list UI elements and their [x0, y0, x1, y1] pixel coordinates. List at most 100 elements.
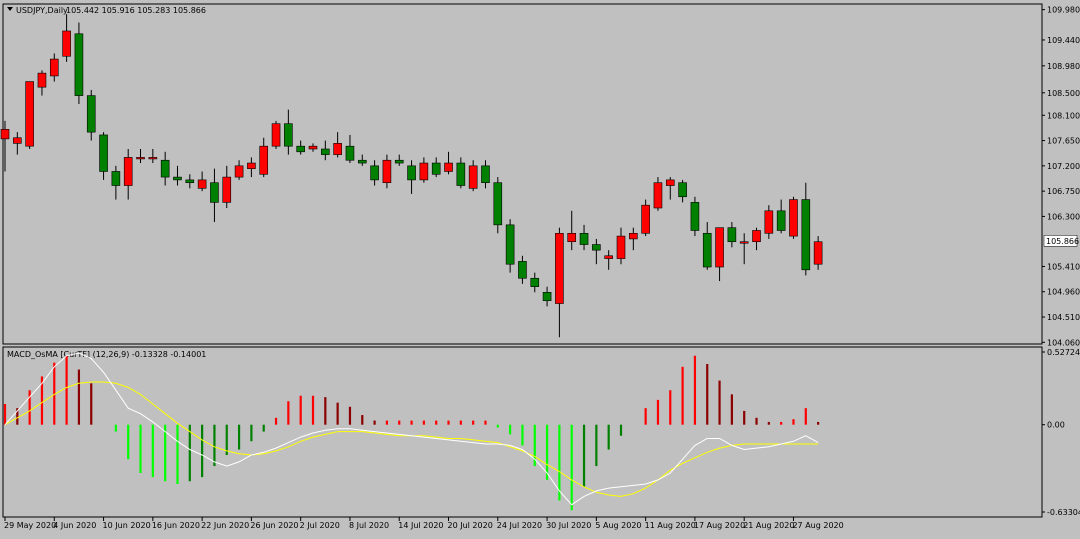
- macd-tick-label: -0.63304: [1047, 508, 1080, 517]
- x-tick-label: 26 Jun 2020: [250, 521, 298, 530]
- candle: [665, 177, 675, 200]
- candle-body: [13, 137, 22, 144]
- x-tick-label: 24 Jul 2020: [497, 521, 542, 530]
- candle: [505, 219, 515, 273]
- candle: [173, 165, 182, 186]
- candle-body: [727, 227, 737, 243]
- candle: [222, 165, 232, 208]
- candle-body: [764, 210, 774, 234]
- candle: [739, 233, 749, 265]
- candle: [690, 196, 700, 237]
- candle-body: [37, 72, 47, 88]
- x-tick-label: 4 Jun 2020: [53, 521, 96, 530]
- candle-body: [678, 182, 687, 198]
- candle-body: [715, 227, 724, 268]
- candle-body: [160, 159, 170, 178]
- ohlc-label: 105.442 105.916 105.283 105.866: [66, 6, 206, 15]
- candle: [148, 148, 158, 164]
- price-candles: [0, 14, 823, 338]
- candle: [37, 70, 47, 96]
- candle-body: [247, 162, 256, 169]
- candle-body: [86, 95, 96, 133]
- candle-body: [123, 157, 133, 186]
- candle-body: [222, 176, 232, 203]
- candle: [678, 179, 687, 203]
- candle: [641, 199, 650, 237]
- x-tick-label: 27 Aug 2020: [792, 521, 843, 530]
- candle-body: [284, 123, 293, 147]
- x-tick-label: 14 Jul 2020: [398, 521, 443, 530]
- candle: [629, 227, 638, 251]
- x-tick-label: 10 Jun 2020: [103, 521, 151, 530]
- candle-body: [148, 157, 158, 160]
- x-tick-label: 30 Jul 2020: [546, 521, 591, 530]
- candle-body: [74, 33, 84, 96]
- candle-body: [296, 145, 305, 153]
- x-tick-label: 20 Jul 2020: [448, 521, 493, 530]
- candle-body: [0, 129, 10, 140]
- candle: [136, 148, 145, 164]
- candle: [357, 154, 367, 166]
- x-tick-label: 29 May 2020: [4, 521, 56, 530]
- candle: [579, 224, 589, 251]
- price-tick-label: 106.300: [1047, 212, 1080, 221]
- candle: [542, 286, 552, 307]
- candle: [197, 171, 207, 192]
- candle: [13, 132, 22, 155]
- candle: [62, 14, 71, 62]
- macd-tick-label: 0.52724: [1047, 348, 1080, 357]
- candle-body: [616, 235, 626, 259]
- candle: [456, 157, 466, 189]
- candle-body: [308, 145, 318, 150]
- candle-body: [111, 171, 121, 186]
- candle: [394, 154, 404, 166]
- candle: [210, 168, 219, 223]
- price-tick-label: 107.200: [1047, 162, 1080, 171]
- candle: [160, 151, 170, 186]
- candle: [518, 255, 527, 284]
- x-tick-label: 2 Jul 2020: [300, 521, 340, 530]
- candle-body: [555, 232, 564, 304]
- candle: [185, 174, 195, 189]
- candle: [764, 205, 774, 239]
- candle: [530, 272, 540, 293]
- candle: [419, 157, 429, 183]
- candle-body: [493, 182, 503, 226]
- candle: [555, 227, 564, 338]
- candle: [321, 140, 330, 161]
- candle: [407, 160, 416, 194]
- candle-body: [739, 241, 749, 244]
- candle: [259, 137, 269, 178]
- candle: [616, 227, 626, 265]
- candle-body: [776, 210, 786, 231]
- candle-body: [813, 241, 823, 265]
- candle-body: [136, 157, 145, 160]
- x-tick-label: 8 Jul 2020: [349, 521, 389, 530]
- candle-body: [345, 145, 355, 161]
- candle-body: [752, 230, 761, 243]
- macd-lines: [4, 352, 819, 506]
- dropdown-triangle-icon[interactable]: [7, 7, 13, 11]
- x-tick-label: 22 Jun 2020: [201, 521, 249, 530]
- candle-body: [542, 291, 552, 302]
- x-tick-label: 21 Aug 2020: [743, 521, 794, 530]
- candle: [0, 120, 10, 172]
- candle: [813, 236, 823, 270]
- candle: [284, 109, 293, 155]
- candle-body: [801, 199, 811, 271]
- macd-main-line: [4, 352, 819, 506]
- x-tick-label: 5 Aug 2020: [595, 521, 641, 530]
- macd-histogram: [3, 355, 820, 511]
- candle-body: [394, 159, 404, 164]
- candle-body: [382, 159, 392, 184]
- candle: [604, 250, 613, 270]
- candle-body: [49, 58, 59, 77]
- candle-body: [357, 159, 367, 164]
- candle-body: [210, 182, 219, 203]
- candle: [247, 157, 256, 178]
- price-tick-label: 104.960: [1047, 288, 1080, 297]
- candle-body: [653, 182, 663, 209]
- x-tick-label: 16 Jun 2020: [152, 521, 200, 530]
